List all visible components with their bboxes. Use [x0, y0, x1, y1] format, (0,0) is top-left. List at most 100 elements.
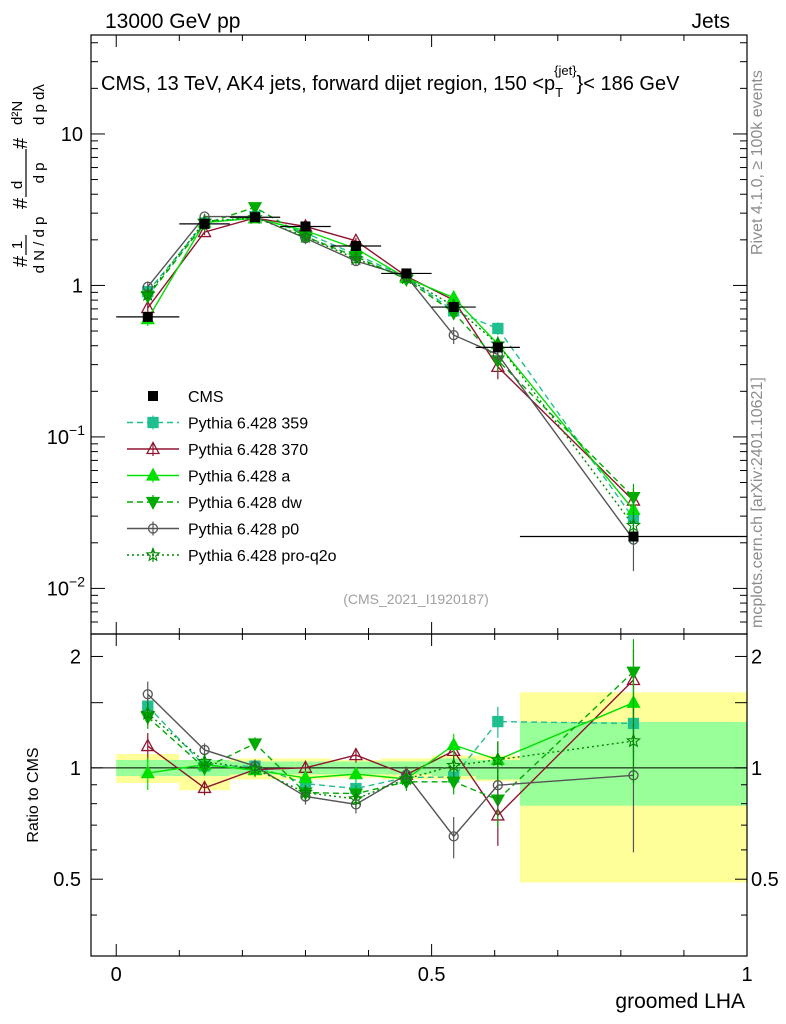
main-y-label-n: d N / d p: [31, 217, 48, 274]
legend-label: Pythia 6.428 370: [188, 442, 308, 459]
ratio-point: [140, 705, 156, 720]
chart-title-tail: }< 186 GeV: [577, 73, 681, 95]
data-point: [350, 241, 361, 252]
data-point: [250, 212, 260, 223]
main-y-label-hash3: #: [10, 137, 32, 149]
main-y-label-dn: d²N: [9, 101, 26, 125]
series-line-main: [147, 216, 635, 526]
ratio-point: [446, 757, 462, 773]
ratio-y-tick-label: 2: [751, 646, 762, 668]
series-point: [448, 329, 459, 341]
ratio-y-tick-label: 0.5: [53, 869, 81, 891]
legend-marker: [145, 467, 161, 481]
legend: CMS Pythia 6.428 359 Pythia 6.428 370 Pythi…: [127, 389, 337, 565]
series-layer: [116, 202, 747, 859]
legend-marker: [147, 523, 159, 534]
ratio-point: [348, 766, 364, 780]
x-tick-label: 0.5: [418, 964, 446, 986]
series-line-main: [147, 206, 634, 498]
ratio-y-tick-label: 1: [751, 758, 762, 780]
side-label-rivet: Rivet 4.1.0, ≥ 100k events: [749, 70, 766, 255]
ratio-point: [298, 770, 313, 784]
series-line-ratio: [147, 705, 634, 790]
ratio-point: [398, 770, 415, 786]
legend-label: Pythia 6.428 dw: [188, 495, 302, 512]
ratio-y-tick-label: 2: [70, 646, 81, 668]
plot-frames: 0 0.5 1 10 1 10−1 10−2 2 2 1 1 0.5 0.5: [47, 34, 779, 986]
side-label-mcplots: mcplots.cern.ch [arXiv:2401.10621]: [749, 377, 766, 628]
data-point: [142, 311, 153, 322]
x-axis-label: groomed LHA: [615, 990, 745, 1013]
ratio-point: [297, 784, 314, 800]
ratio-point: [140, 765, 155, 779]
legend-marker-cms: [148, 391, 158, 401]
ratio-y-label: Ratio to CMS: [25, 747, 42, 842]
main-y-label: # 1 d N / d p # d d p # d²N d p dλ: [9, 84, 48, 274]
ratio-point: [348, 747, 364, 761]
ratio-point: [448, 831, 459, 842]
series-cms-data: [116, 212, 747, 542]
ratio-point: [196, 753, 213, 769]
legend-label: Pythia 6.428 359: [188, 416, 308, 433]
series-point: [247, 202, 263, 216]
data-point: [628, 531, 639, 542]
series-point: [626, 492, 641, 506]
series-line-main: [147, 217, 635, 511]
ratio-point: [625, 732, 642, 748]
legend-marker: [147, 416, 159, 429]
main-y-label-one: 1: [9, 241, 26, 249]
chart-title-sub: T: [555, 85, 563, 100]
ratio-y-tick-label: 0.5: [751, 869, 779, 891]
ratio-point: [348, 790, 364, 806]
ratio-point: [446, 776, 461, 790]
series-point: [625, 517, 642, 533]
chart-title-main: CMS, 13 TeV, AK4 jets, forward dijet reg…: [101, 73, 555, 95]
legend-marker: [145, 441, 161, 455]
series-point: [492, 322, 504, 335]
main-y-label-num: d: [9, 181, 26, 189]
ratio-point: [492, 715, 504, 728]
uncertainty-bands: [91, 692, 747, 883]
series-point: [140, 286, 156, 302]
ratio-y-tick-label: 1: [70, 758, 81, 780]
y-tick-label: 10−1: [47, 422, 85, 449]
ratio-point: [197, 780, 212, 794]
data-point: [448, 302, 459, 313]
ratio-point: [142, 689, 153, 700]
header-left: 13000 GeV pp: [105, 10, 240, 33]
main-y-label-dl: d p dλ: [31, 84, 48, 125]
x-tick-label: 0: [111, 964, 122, 986]
y-tick-label: 10−2: [47, 573, 85, 600]
y-tick-label: 1: [72, 275, 83, 297]
legend-label: Pythia 6.428 a: [188, 469, 290, 486]
ratio-point: [492, 780, 503, 791]
watermark: (CMS_2021_I1920187): [343, 591, 489, 607]
legend-label: Pythia 6.428 pro-q2o: [188, 548, 337, 565]
ratio-point: [626, 666, 641, 680]
ratio-point: [446, 737, 461, 751]
legend-marker: [145, 546, 161, 562]
ratio-point: [247, 738, 263, 752]
legend-label-cms: CMS: [188, 389, 224, 406]
y-tick-label: 10: [61, 124, 83, 146]
main-y-label-den: d p: [31, 163, 48, 184]
series-point: [297, 228, 314, 244]
main-y-label-hash2: #: [10, 197, 32, 209]
legend-marker: [145, 496, 161, 510]
ratio-frame: [90, 633, 748, 957]
chart-title: CMS, 13 TeV, AK4 jets, forward dijet reg…: [101, 63, 680, 100]
series-point: [197, 224, 212, 238]
chart-title-sup: {jet}: [554, 63, 577, 78]
ratio-point: [247, 760, 263, 776]
data-point: [492, 342, 503, 353]
series-point: [348, 250, 364, 266]
main-y-label-hash: #: [10, 255, 32, 267]
ratio-point: [140, 738, 155, 752]
main-frame: [90, 34, 748, 635]
x-tick-label: 1: [741, 964, 752, 986]
series-line-ratio: [147, 712, 634, 800]
header-right: Jets: [691, 10, 730, 33]
ratio-point: [490, 751, 506, 767]
legend-label: Pythia 6.428 p0: [188, 522, 299, 539]
